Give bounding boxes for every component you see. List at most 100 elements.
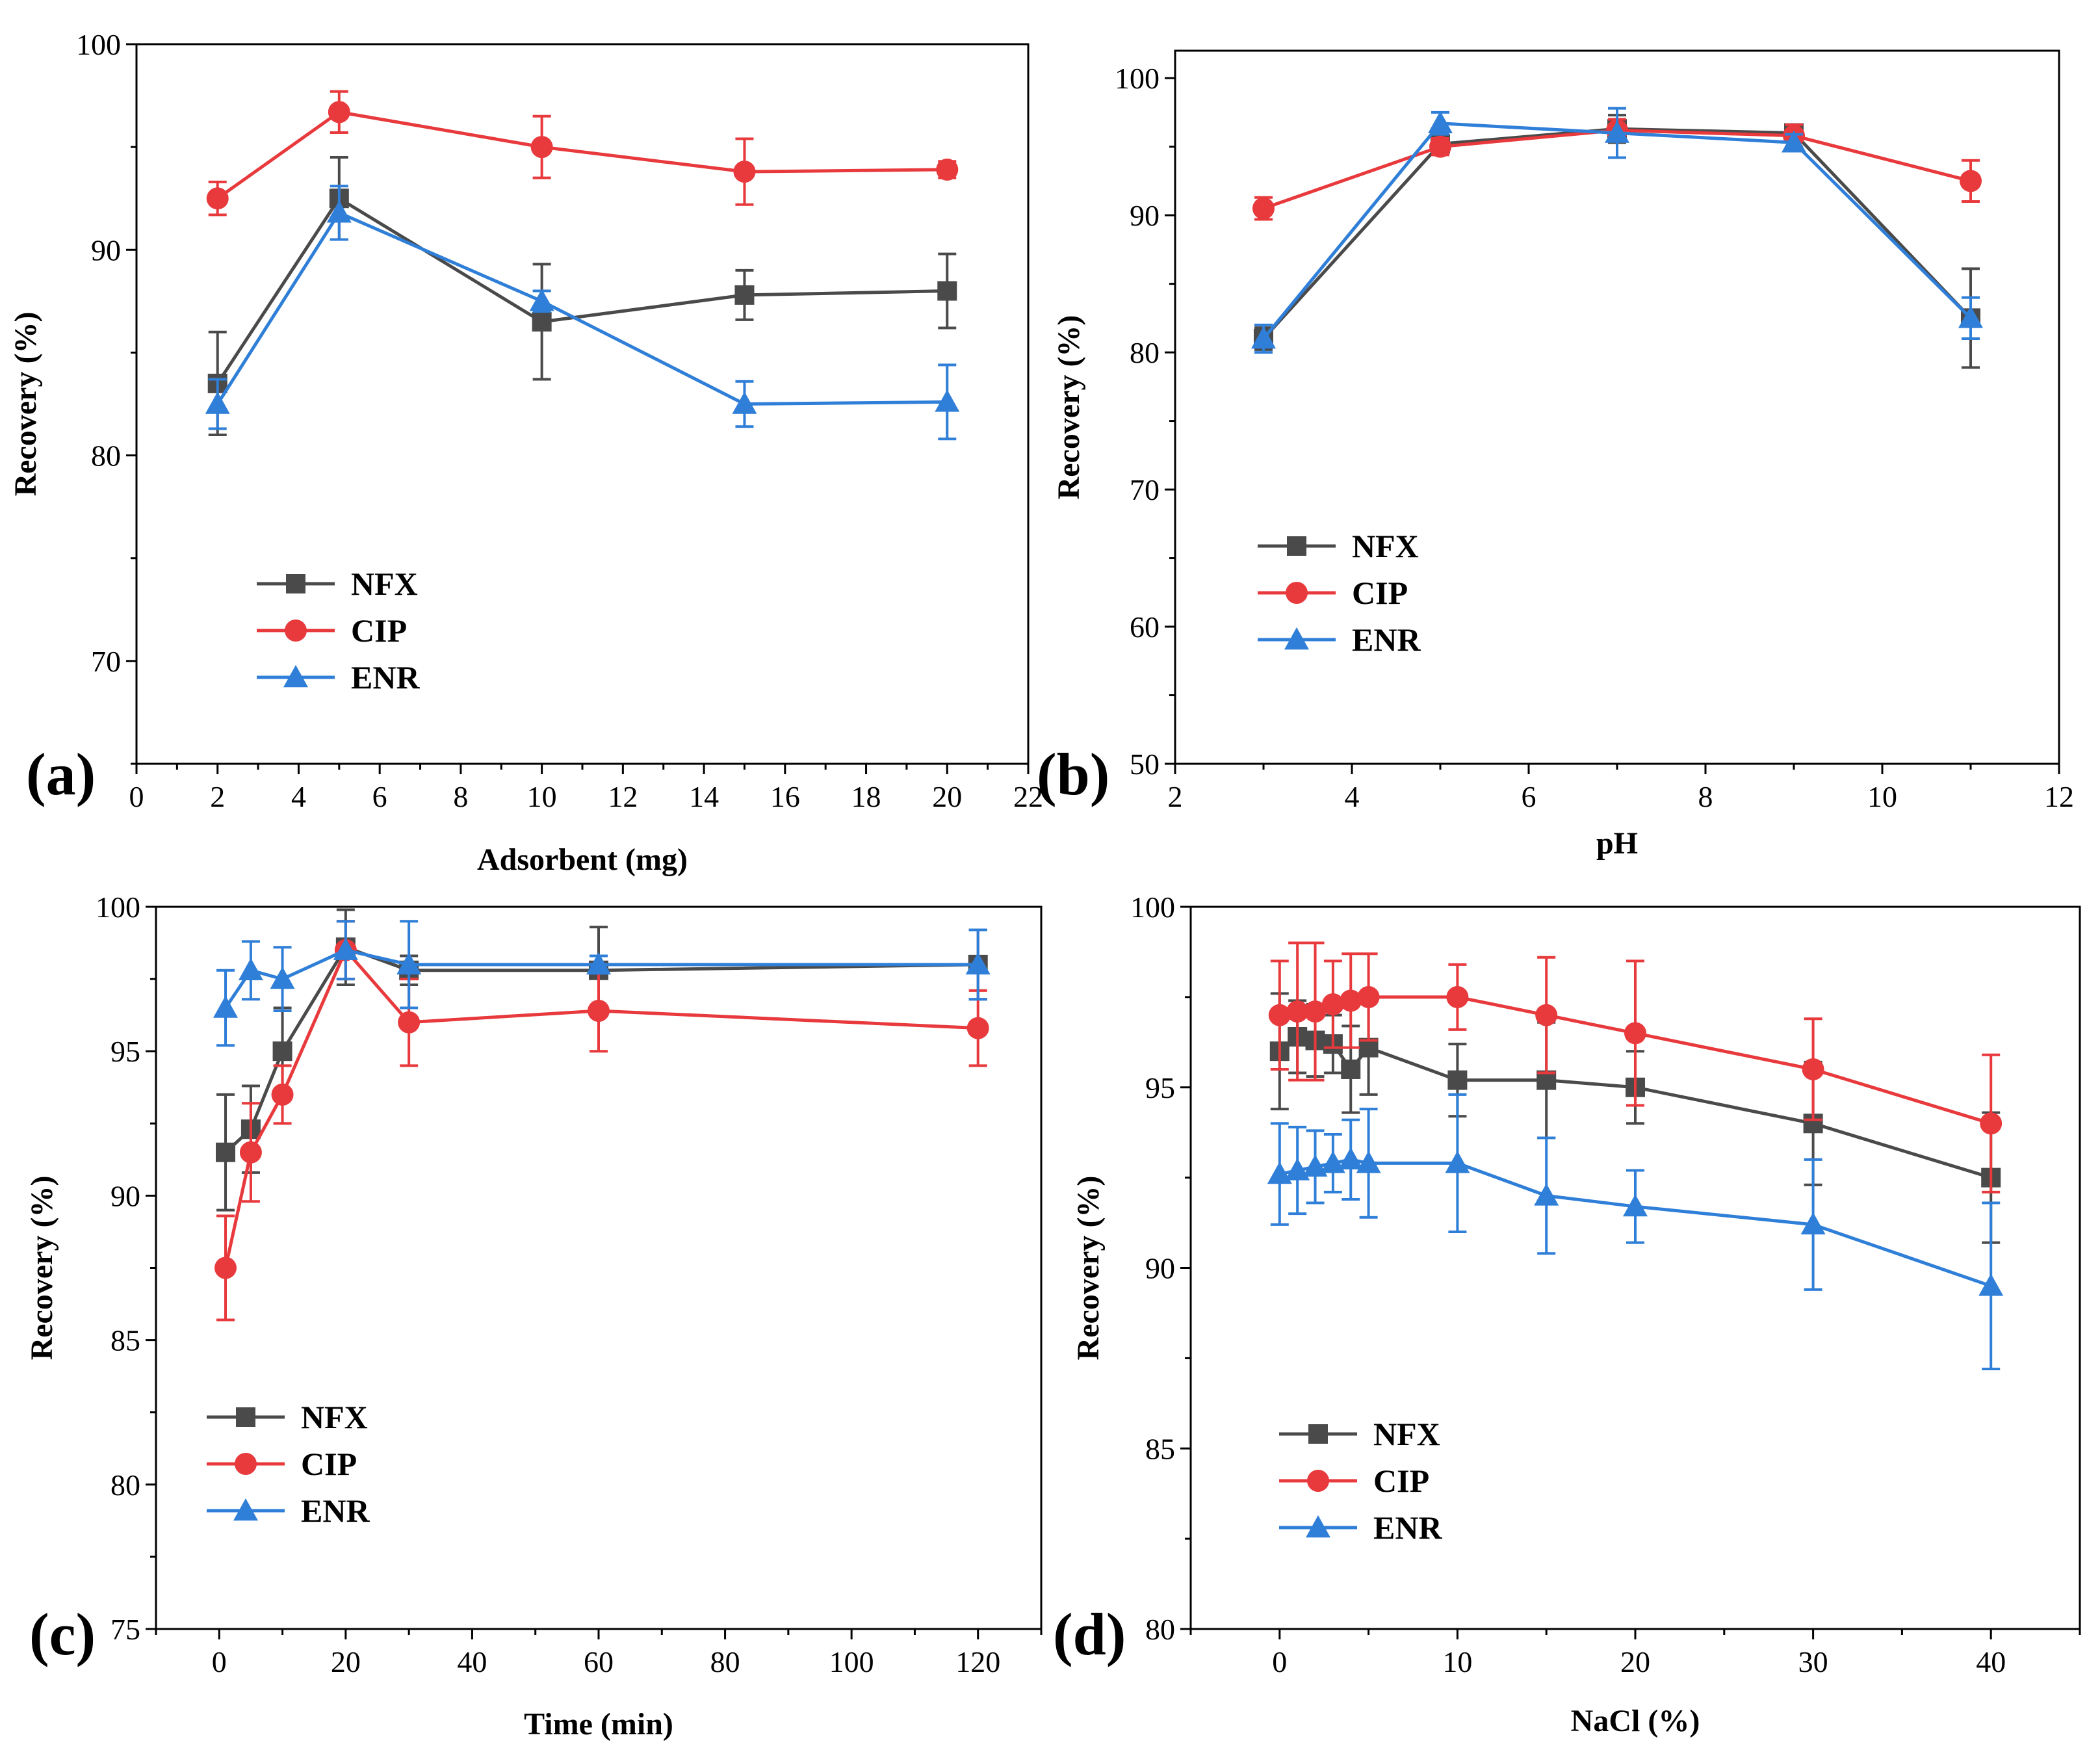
chart-a: 0 2 4 6 8 10 12 14 16 18 20 22 70 80 90 100 Adsorbent (m… — [8, 28, 1043, 877]
data-point — [205, 391, 230, 414]
legend-label: NFX — [301, 1399, 368, 1435]
data-point — [732, 391, 757, 414]
series-enr — [1267, 1093, 2004, 1371]
legend-label: ENR — [301, 1492, 370, 1529]
y-tick-label: 85 — [1145, 1432, 1175, 1465]
legend-marker — [1306, 1515, 1330, 1538]
data-point — [1340, 989, 1362, 1012]
data-point — [1285, 1158, 1310, 1180]
x-tick-label: 16 — [770, 780, 800, 813]
x-tick-label: 6 — [372, 780, 387, 813]
y-tick-label: 90 — [1145, 1252, 1175, 1285]
legend-marker — [1284, 627, 1309, 650]
x-axis-title: Time (min) — [524, 1707, 673, 1741]
x-tick-label: 0 — [1272, 1645, 1287, 1678]
y-tick-label: 70 — [91, 645, 121, 678]
legend-label: CIP — [301, 1446, 357, 1482]
legend-marker — [286, 574, 305, 593]
data-point — [1304, 1000, 1327, 1023]
data-point — [937, 281, 957, 301]
legend-marker — [1308, 1424, 1328, 1444]
legend-label: NFX — [351, 566, 418, 602]
data-point — [1338, 1147, 1364, 1170]
panel-label: (d) — [1053, 1601, 1126, 1667]
y-tick-label: 95 — [1145, 1071, 1175, 1104]
y-axis-title: Recovery (%) — [25, 1176, 59, 1361]
y-axis-title: Recovery (%) — [8, 312, 43, 497]
y-tick-label: 100 — [1130, 891, 1175, 924]
legend-marker — [236, 1407, 255, 1427]
y-tick-label: 100 — [76, 28, 121, 61]
y-tick-label: 85 — [110, 1324, 140, 1357]
x-tick-label: 20 — [331, 1645, 361, 1678]
x-tick-label: 2 — [210, 780, 225, 813]
data-point — [1357, 985, 1380, 1008]
x-tick-label: 12 — [608, 780, 638, 813]
y-tick-label: 100 — [96, 891, 140, 924]
data-point — [1958, 306, 1983, 328]
data-point — [965, 952, 991, 975]
legend-label: NFX — [1373, 1416, 1440, 1452]
x-tick-label: 0 — [129, 780, 144, 813]
x-tick-label: 30 — [1798, 1645, 1828, 1678]
data-point — [1445, 1151, 1470, 1173]
series-line — [216, 211, 948, 406]
x-tick-label: 8 — [1698, 780, 1713, 813]
series-enr — [205, 185, 960, 441]
x-tick-label: 40 — [1976, 1645, 2006, 1678]
legend-label: ENR — [1373, 1509, 1442, 1546]
x-tick-label: 22 — [1013, 780, 1043, 813]
data-point — [1428, 111, 1453, 134]
x-tick-label: 10 — [1867, 780, 1897, 813]
legend-label: ENR — [1352, 621, 1421, 658]
data-point — [532, 311, 552, 332]
y-tick-label: 90 — [110, 1179, 140, 1212]
y-tick-label: 80 — [1130, 336, 1160, 369]
data-point — [333, 937, 358, 960]
data-point — [1251, 326, 1276, 349]
data-point — [328, 101, 350, 124]
data-point — [1534, 1183, 1559, 1206]
panel-label: (c) — [29, 1601, 96, 1667]
y-tick-label: 90 — [1130, 199, 1160, 232]
series-nfx — [207, 155, 957, 436]
data-point — [733, 161, 756, 183]
data-point — [1356, 1151, 1381, 1173]
data-point — [1800, 1212, 1826, 1235]
y-tick-label: 75 — [110, 1613, 140, 1646]
data-point — [272, 1041, 292, 1062]
x-tick-label: 6 — [1522, 780, 1536, 813]
data-point — [238, 958, 263, 980]
data-point — [1286, 1000, 1309, 1023]
x-tick-label: 4 — [1345, 780, 1360, 813]
chart-d: 0 10 20 30 40 80 85 90 95 100 NaCl (%) Recovery (%)… — [1053, 891, 2081, 1738]
data-point — [396, 952, 422, 975]
panel-label: (a) — [26, 741, 96, 807]
series-enr — [213, 920, 991, 1047]
y-tick-label: 80 — [110, 1468, 140, 1502]
chart-b: 2 4 6 8 10 12 50 60 70 80 90 100 pH Recovery (%) (b) NF… — [1037, 49, 2074, 861]
legend-marker — [283, 665, 308, 688]
y-tick-label: 95 — [110, 1035, 140, 1068]
series-line — [224, 947, 978, 1269]
data-point — [216, 1142, 236, 1162]
x-tick-label: 20 — [1620, 1645, 1650, 1678]
data-point — [586, 952, 611, 975]
y-tick-label: 100 — [1115, 62, 1160, 95]
y-tick-label: 70 — [1130, 473, 1160, 506]
x-tick-label: 40 — [457, 1645, 487, 1678]
data-point — [214, 1257, 237, 1279]
data-point — [966, 1017, 989, 1039]
series-line — [216, 110, 948, 200]
series-line — [216, 196, 948, 385]
data-point — [1782, 130, 1806, 153]
data-point — [734, 285, 755, 305]
data-point — [1268, 1004, 1291, 1026]
x-tick-label: 12 — [2044, 780, 2074, 813]
panel-label: (b) — [1037, 741, 1109, 807]
data-point — [1535, 1004, 1558, 1026]
legend-marker — [1287, 536, 1306, 556]
legend-label: CIP — [351, 612, 407, 649]
x-tick-label: 14 — [689, 780, 719, 813]
